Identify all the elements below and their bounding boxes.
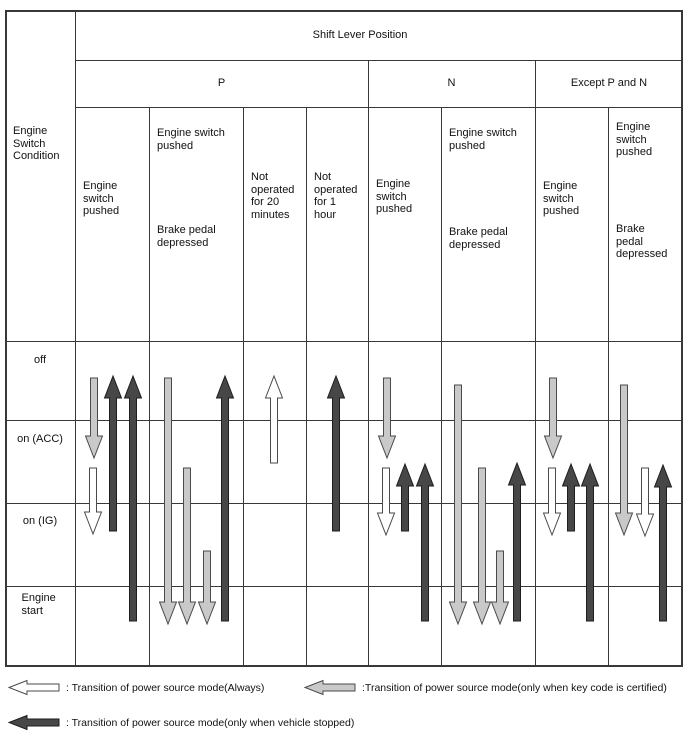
legend-arrow-shape — [304, 679, 356, 696]
legend-arrow-vehicle-stopped-icon — [8, 714, 60, 731]
column-header-2: Not operated for 20 minutes — [243, 107, 306, 341]
corner-header-engine-switch-condition: Engine Switch Condition — [5, 10, 75, 341]
grid-line — [5, 586, 683, 587]
column-header-4: Engine switch pushed — [368, 107, 441, 341]
row-header-text: on (IG) — [22, 515, 58, 527]
legend-arrow-shape — [8, 679, 60, 696]
column-header-primary: Engine switch pushed — [616, 121, 653, 158]
grid-line — [75, 60, 683, 61]
column-header-5: Engine switch pushed Brake pedal depress… — [441, 107, 535, 341]
header-shift-lever-position: Shift Lever Position — [312, 28, 408, 41]
column-header-0: Engine switch pushed — [75, 107, 149, 341]
row-header-text: on (ACC) — [17, 433, 63, 445]
row-header-off: off — [5, 341, 75, 420]
column-header-6: Engine switch pushed — [535, 107, 608, 341]
column-header-secondary: Brake pedal depressed — [616, 223, 668, 260]
grid-line — [75, 10, 76, 667]
grid-line — [306, 107, 307, 667]
group-header-n: N — [447, 77, 456, 90]
legend-label: : Transition of power source mode(only w… — [66, 716, 355, 729]
table-frame — [5, 10, 683, 667]
grid-line — [5, 503, 683, 504]
column-header-primary: Engine switch pushed — [543, 180, 580, 217]
column-header-3: Not operated for 1 hour — [306, 107, 368, 341]
row-header-engine-start: Engine start — [5, 586, 75, 667]
grid-line — [441, 107, 442, 667]
grid-line — [608, 107, 609, 667]
column-header-primary: Not operated for 1 hour — [314, 171, 358, 221]
column-header-secondary: Brake pedal depressed — [157, 224, 216, 249]
column-header-primary: Engine switch pushed — [83, 180, 120, 217]
group-header-p: P — [217, 77, 226, 90]
column-header-primary: Engine switch pushed — [449, 127, 517, 152]
column-header-primary: Not operated for 20 minutes — [251, 171, 295, 221]
legend-label: :Transition of power source mode(only wh… — [362, 681, 667, 694]
column-header-primary: Engine switch pushed — [157, 127, 225, 152]
column-header-7: Engine switch pushed Brake pedal depress… — [608, 107, 683, 341]
column-header-primary: Engine switch pushed — [376, 178, 413, 215]
row-header-on-ig: on (IG) — [5, 503, 75, 586]
grid-line — [535, 60, 536, 667]
grid-line — [368, 60, 369, 667]
legend-item-always: : Transition of power source mode(Always… — [8, 679, 264, 696]
column-header-1: Engine switch pushed Brake pedal depress… — [149, 107, 243, 341]
row-header-text: off — [33, 354, 47, 366]
group-header-except-p-and-n: Except P and N — [570, 77, 648, 90]
row-header-on-acc: on (ACC) — [5, 420, 75, 503]
legend-arrow-shape — [8, 714, 60, 731]
corner-header-text: Engine Switch Condition — [13, 125, 60, 162]
legend-label: : Transition of power source mode(Always… — [66, 681, 265, 694]
grid-line — [243, 107, 244, 667]
grid-line — [5, 420, 683, 421]
grid-line — [149, 107, 150, 667]
legend-item-vehicle-stopped: : Transition of power source mode(only w… — [8, 714, 354, 731]
legend-arrow-key-certified-icon — [304, 679, 356, 696]
legend-item-key-certified: :Transition of power source mode(only wh… — [304, 679, 667, 696]
legend-arrow-always-icon — [8, 679, 60, 696]
grid-line — [75, 107, 683, 108]
column-header-secondary: Brake pedal depressed — [449, 226, 508, 251]
grid-line — [5, 341, 683, 342]
row-header-text: Engine start — [21, 592, 56, 617]
